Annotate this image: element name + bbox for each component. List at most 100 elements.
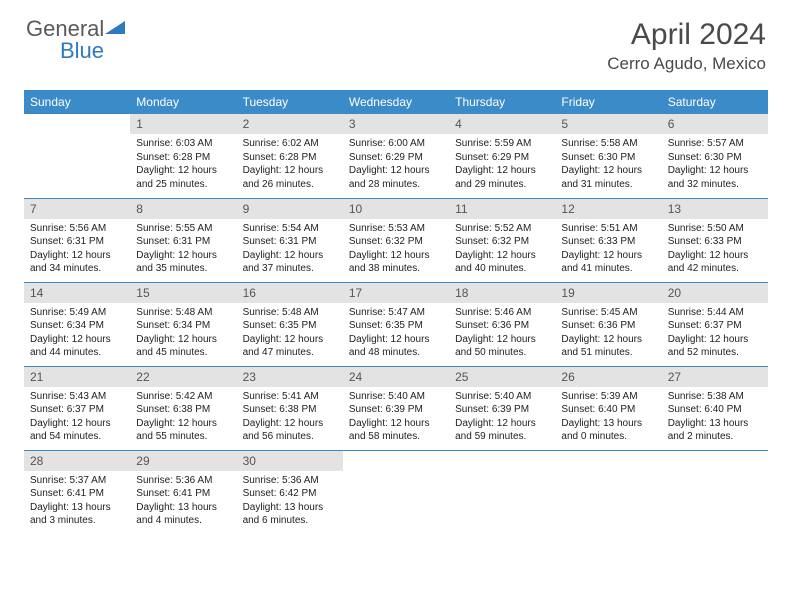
sunset-text: Sunset: 6:40 PM — [561, 403, 655, 417]
sunrise-text: Sunrise: 5:56 AM — [30, 222, 124, 236]
day-details: Sunrise: 5:55 AMSunset: 6:31 PMDaylight:… — [130, 219, 236, 280]
calendar-cell: 8Sunrise: 5:55 AMSunset: 6:31 PMDaylight… — [130, 198, 236, 282]
sunset-text: Sunset: 6:28 PM — [243, 151, 337, 165]
sunrise-text: Sunrise: 5:52 AM — [455, 222, 549, 236]
day-details: Sunrise: 5:51 AMSunset: 6:33 PMDaylight:… — [555, 219, 661, 280]
calendar-cell: 1Sunrise: 6:03 AMSunset: 6:28 PMDaylight… — [130, 114, 236, 198]
daylight-text-1: Daylight: 13 hours — [561, 417, 655, 431]
daylight-text-2: and 4 minutes. — [136, 514, 230, 528]
calendar-cell: 21Sunrise: 5:43 AMSunset: 6:37 PMDayligh… — [24, 366, 130, 450]
day-number: 11 — [449, 199, 555, 219]
calendar-cell: 2Sunrise: 6:02 AMSunset: 6:28 PMDaylight… — [237, 114, 343, 198]
daylight-text-1: Daylight: 12 hours — [455, 333, 549, 347]
day-details: Sunrise: 5:36 AMSunset: 6:41 PMDaylight:… — [130, 471, 236, 532]
sunrise-text: Sunrise: 5:42 AM — [136, 390, 230, 404]
day-number: 28 — [24, 451, 130, 471]
sunset-text: Sunset: 6:29 PM — [349, 151, 443, 165]
day-number: 1 — [130, 114, 236, 134]
sunrise-text: Sunrise: 5:36 AM — [243, 474, 337, 488]
day-number: 23 — [237, 367, 343, 387]
sunrise-text: Sunrise: 5:41 AM — [243, 390, 337, 404]
sunset-text: Sunset: 6:41 PM — [136, 487, 230, 501]
sunrise-text: Sunrise: 6:00 AM — [349, 137, 443, 151]
weekday-header: Sunday — [24, 90, 130, 114]
sunset-text: Sunset: 6:42 PM — [243, 487, 337, 501]
day-number: 25 — [449, 367, 555, 387]
sunset-text: Sunset: 6:33 PM — [561, 235, 655, 249]
weekday-header: Monday — [130, 90, 236, 114]
weekday-header: Tuesday — [237, 90, 343, 114]
daylight-text-2: and 25 minutes. — [136, 178, 230, 192]
day-number: 17 — [343, 283, 449, 303]
day-number: 15 — [130, 283, 236, 303]
sunset-text: Sunset: 6:39 PM — [349, 403, 443, 417]
daylight-text-2: and 32 minutes. — [668, 178, 762, 192]
calendar-cell — [343, 450, 449, 534]
calendar-cell: 29Sunrise: 5:36 AMSunset: 6:41 PMDayligh… — [130, 450, 236, 534]
sunrise-text: Sunrise: 5:54 AM — [243, 222, 337, 236]
calendar-cell: 16Sunrise: 5:48 AMSunset: 6:35 PMDayligh… — [237, 282, 343, 366]
day-details: Sunrise: 5:57 AMSunset: 6:30 PMDaylight:… — [662, 134, 768, 195]
sunset-text: Sunset: 6:40 PM — [668, 403, 762, 417]
sunrise-text: Sunrise: 5:59 AM — [455, 137, 549, 151]
sunset-text: Sunset: 6:36 PM — [561, 319, 655, 333]
daylight-text-2: and 26 minutes. — [243, 178, 337, 192]
day-details: Sunrise: 5:41 AMSunset: 6:38 PMDaylight:… — [237, 387, 343, 448]
calendar-cell: 18Sunrise: 5:46 AMSunset: 6:36 PMDayligh… — [449, 282, 555, 366]
day-number: 16 — [237, 283, 343, 303]
sunset-text: Sunset: 6:31 PM — [136, 235, 230, 249]
daylight-text-2: and 37 minutes. — [243, 262, 337, 276]
sunrise-text: Sunrise: 5:46 AM — [455, 306, 549, 320]
daylight-text-2: and 2 minutes. — [668, 430, 762, 444]
calendar-cell: 5Sunrise: 5:58 AMSunset: 6:30 PMDaylight… — [555, 114, 661, 198]
daylight-text-2: and 51 minutes. — [561, 346, 655, 360]
day-details: Sunrise: 5:40 AMSunset: 6:39 PMDaylight:… — [449, 387, 555, 448]
weekday-header: Friday — [555, 90, 661, 114]
sunrise-text: Sunrise: 5:44 AM — [668, 306, 762, 320]
day-details: Sunrise: 5:49 AMSunset: 6:34 PMDaylight:… — [24, 303, 130, 364]
daylight-text-2: and 0 minutes. — [561, 430, 655, 444]
sunrise-text: Sunrise: 5:36 AM — [136, 474, 230, 488]
daylight-text-1: Daylight: 12 hours — [243, 249, 337, 263]
day-details: Sunrise: 6:03 AMSunset: 6:28 PMDaylight:… — [130, 134, 236, 195]
calendar-cell — [449, 450, 555, 534]
day-details: Sunrise: 5:42 AMSunset: 6:38 PMDaylight:… — [130, 387, 236, 448]
daylight-text-1: Daylight: 12 hours — [243, 333, 337, 347]
sunrise-text: Sunrise: 5:48 AM — [136, 306, 230, 320]
day-details: Sunrise: 5:47 AMSunset: 6:35 PMDaylight:… — [343, 303, 449, 364]
day-details: Sunrise: 5:58 AMSunset: 6:30 PMDaylight:… — [555, 134, 661, 195]
calendar-cell — [662, 450, 768, 534]
weekday-header: Thursday — [449, 90, 555, 114]
day-number: 29 — [130, 451, 236, 471]
day-details: Sunrise: 5:54 AMSunset: 6:31 PMDaylight:… — [237, 219, 343, 280]
sunset-text: Sunset: 6:33 PM — [668, 235, 762, 249]
calendar-cell: 30Sunrise: 5:36 AMSunset: 6:42 PMDayligh… — [237, 450, 343, 534]
day-details: Sunrise: 5:48 AMSunset: 6:35 PMDaylight:… — [237, 303, 343, 364]
day-details: Sunrise: 5:38 AMSunset: 6:40 PMDaylight:… — [662, 387, 768, 448]
sunset-text: Sunset: 6:31 PM — [30, 235, 124, 249]
daylight-text-2: and 28 minutes. — [349, 178, 443, 192]
calendar-cell: 24Sunrise: 5:40 AMSunset: 6:39 PMDayligh… — [343, 366, 449, 450]
calendar-cell: 12Sunrise: 5:51 AMSunset: 6:33 PMDayligh… — [555, 198, 661, 282]
sunrise-text: Sunrise: 5:47 AM — [349, 306, 443, 320]
calendar-body: 1Sunrise: 6:03 AMSunset: 6:28 PMDaylight… — [24, 114, 768, 534]
calendar-table: SundayMondayTuesdayWednesdayThursdayFrid… — [24, 90, 768, 534]
calendar-cell: 23Sunrise: 5:41 AMSunset: 6:38 PMDayligh… — [237, 366, 343, 450]
daylight-text-1: Daylight: 12 hours — [243, 417, 337, 431]
day-number: 8 — [130, 199, 236, 219]
daylight-text-2: and 55 minutes. — [136, 430, 230, 444]
sunset-text: Sunset: 6:29 PM — [455, 151, 549, 165]
sunrise-text: Sunrise: 5:51 AM — [561, 222, 655, 236]
sunrise-text: Sunrise: 6:02 AM — [243, 137, 337, 151]
daylight-text-1: Daylight: 12 hours — [136, 249, 230, 263]
daylight-text-2: and 59 minutes. — [455, 430, 549, 444]
day-details: Sunrise: 5:56 AMSunset: 6:31 PMDaylight:… — [24, 219, 130, 280]
daylight-text-1: Daylight: 12 hours — [561, 249, 655, 263]
daylight-text-2: and 34 minutes. — [30, 262, 124, 276]
daylight-text-1: Daylight: 12 hours — [349, 249, 443, 263]
daylight-text-2: and 35 minutes. — [136, 262, 230, 276]
daylight-text-1: Daylight: 12 hours — [136, 333, 230, 347]
daylight-text-1: Daylight: 12 hours — [30, 249, 124, 263]
sunrise-text: Sunrise: 5:55 AM — [136, 222, 230, 236]
calendar-cell: 19Sunrise: 5:45 AMSunset: 6:36 PMDayligh… — [555, 282, 661, 366]
